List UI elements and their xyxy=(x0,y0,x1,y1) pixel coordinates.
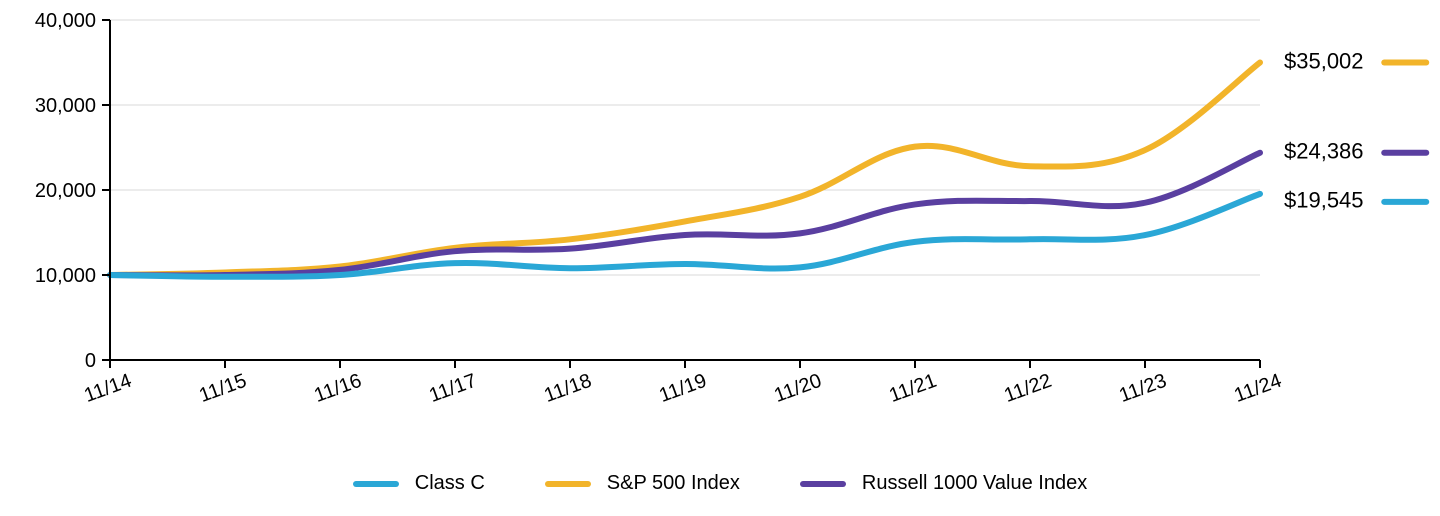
x-tick-label: 11/21 xyxy=(886,370,939,407)
legend-label-classc: Class C xyxy=(415,472,485,495)
legend-item-classc: Class C xyxy=(353,472,485,495)
x-tick-label: 11/17 xyxy=(426,370,479,407)
y-tick-label: 20,000 xyxy=(35,180,96,202)
end-label-sp500: $35,002 xyxy=(1284,48,1364,73)
end-label-classc: $19,545 xyxy=(1284,188,1364,213)
growth-chart: 0 10,000 20,000 30,000 40,000 11/14 11/15 11/16… xyxy=(0,0,1440,516)
y-tick-label: 30,000 xyxy=(35,95,96,117)
legend-swatch-classc xyxy=(353,481,399,487)
y-tick-label: 0 xyxy=(85,350,96,372)
series-line-sp500 xyxy=(110,62,1260,275)
x-tick-label: 11/16 xyxy=(311,370,364,407)
x-tick-label: 11/15 xyxy=(196,370,249,407)
x-tick-label: 11/24 xyxy=(1231,370,1284,407)
x-tick-label: 11/22 xyxy=(1001,370,1054,407)
x-tick-label: 11/18 xyxy=(541,370,594,407)
chart-svg: 0 10,000 20,000 30,000 40,000 11/14 11/15 11/16… xyxy=(0,0,1440,516)
x-tick-label: 11/20 xyxy=(771,370,824,407)
chart-legend: Class C S&P 500 Index Russell 1000 Value I… xyxy=(0,472,1440,495)
series-line-russell1000v xyxy=(110,153,1260,276)
legend-item-sp500: S&P 500 Index xyxy=(545,472,740,495)
legend-swatch-sp500 xyxy=(545,481,591,487)
y-tick-label: 40,000 xyxy=(35,10,96,32)
legend-label-russell1000v: Russell 1000 Value Index xyxy=(862,472,1087,495)
x-tick-label: 11/23 xyxy=(1116,370,1169,407)
end-label-russell1000v: $24,386 xyxy=(1284,139,1364,164)
x-tick-label: 11/14 xyxy=(81,370,134,407)
legend-item-russell1000v: Russell 1000 Value Index xyxy=(800,472,1087,495)
legend-label-sp500: S&P 500 Index xyxy=(607,472,740,495)
legend-swatch-russell1000v xyxy=(800,481,846,487)
y-tick-label: 10,000 xyxy=(35,265,96,287)
x-tick-label: 11/19 xyxy=(656,370,709,407)
